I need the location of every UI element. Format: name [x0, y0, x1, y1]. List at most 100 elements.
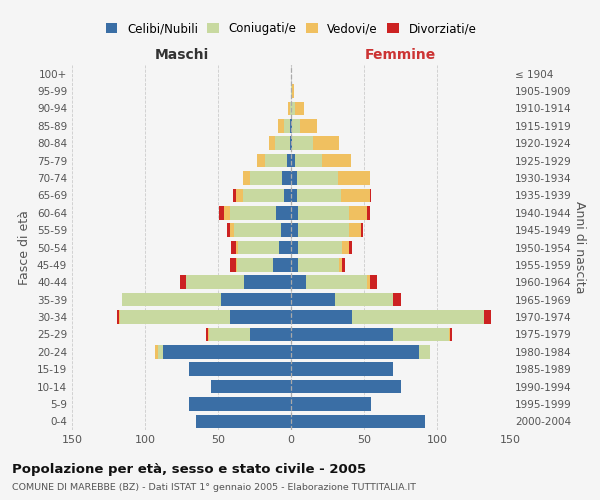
Bar [230, 310, 291, 324]
Bar [291, 397, 371, 410]
Bar [291, 171, 297, 185]
Bar [352, 310, 484, 324]
Bar [367, 206, 370, 220]
Bar [291, 206, 298, 220]
Bar [282, 171, 291, 185]
Bar [158, 345, 163, 358]
Bar [284, 188, 291, 202]
Bar [367, 276, 370, 289]
Bar [233, 188, 236, 202]
Bar [297, 188, 341, 202]
Bar [122, 293, 221, 306]
Bar [291, 154, 295, 168]
Bar [370, 276, 377, 289]
Bar [291, 258, 298, 272]
Bar [292, 119, 300, 132]
Bar [291, 84, 292, 98]
Bar [278, 119, 284, 132]
Bar [208, 328, 209, 341]
Bar [221, 293, 291, 306]
Bar [370, 188, 371, 202]
Bar [250, 328, 291, 341]
Bar [291, 362, 393, 376]
Bar [292, 84, 294, 98]
Bar [230, 224, 234, 237]
Bar [209, 328, 250, 341]
Bar [290, 102, 291, 115]
Bar [300, 119, 317, 132]
Bar [322, 154, 351, 168]
Bar [291, 188, 297, 202]
Legend: Celibi/Nubili, Coniugati/e, Vedovi/e, Divorziati/e: Celibi/Nubili, Coniugati/e, Vedovi/e, Di… [103, 20, 479, 38]
Bar [119, 310, 120, 324]
Bar [295, 102, 304, 115]
Bar [450, 328, 452, 341]
Bar [393, 293, 401, 306]
Text: COMUNE DI MAREBBE (BZ) - Dati ISTAT 1° gennaio 2005 - Elaborazione TUTTITALIA.IT: COMUNE DI MAREBBE (BZ) - Dati ISTAT 1° g… [12, 484, 416, 492]
Bar [313, 136, 339, 150]
Bar [342, 240, 349, 254]
Bar [163, 345, 291, 358]
Bar [295, 154, 322, 168]
Bar [335, 293, 393, 306]
Bar [298, 240, 342, 254]
Bar [287, 154, 291, 168]
Bar [277, 206, 291, 220]
Bar [341, 188, 370, 202]
Bar [220, 206, 224, 220]
Bar [419, 345, 430, 358]
Bar [250, 171, 282, 185]
Bar [244, 276, 291, 289]
Y-axis label: Anni di nascita: Anni di nascita [572, 201, 586, 294]
Bar [224, 206, 230, 220]
Bar [257, 154, 265, 168]
Bar [291, 328, 393, 341]
Bar [291, 119, 292, 132]
Bar [298, 206, 349, 220]
Bar [298, 224, 349, 237]
Bar [297, 171, 338, 185]
Bar [275, 136, 290, 150]
Text: Maschi: Maschi [154, 48, 209, 62]
Bar [349, 240, 352, 254]
Bar [236, 258, 237, 272]
Bar [227, 224, 230, 237]
Bar [349, 206, 367, 220]
Bar [290, 119, 291, 132]
Bar [230, 206, 277, 220]
Bar [305, 276, 367, 289]
Bar [189, 397, 291, 410]
Bar [237, 258, 274, 272]
Bar [211, 380, 291, 394]
Bar [155, 345, 158, 358]
Text: Popolazione per età, sesso e stato civile - 2005: Popolazione per età, sesso e stato civil… [12, 462, 366, 475]
Bar [231, 240, 236, 254]
Bar [291, 310, 352, 324]
Bar [291, 136, 292, 150]
Bar [361, 224, 362, 237]
Y-axis label: Fasce di età: Fasce di età [19, 210, 31, 285]
Bar [186, 276, 244, 289]
Bar [236, 240, 238, 254]
Bar [288, 102, 290, 115]
Bar [180, 276, 186, 289]
Bar [298, 258, 339, 272]
Bar [280, 240, 291, 254]
Bar [484, 310, 491, 324]
Bar [349, 224, 361, 237]
Bar [339, 258, 342, 272]
Bar [243, 188, 284, 202]
Bar [189, 362, 291, 376]
Bar [291, 240, 298, 254]
Bar [117, 310, 119, 324]
Bar [449, 328, 450, 341]
Bar [234, 224, 281, 237]
Bar [291, 345, 419, 358]
Bar [269, 136, 275, 150]
Bar [393, 328, 449, 341]
Bar [291, 276, 305, 289]
Bar [291, 293, 335, 306]
Bar [265, 154, 287, 168]
Bar [120, 310, 230, 324]
Bar [290, 136, 291, 150]
